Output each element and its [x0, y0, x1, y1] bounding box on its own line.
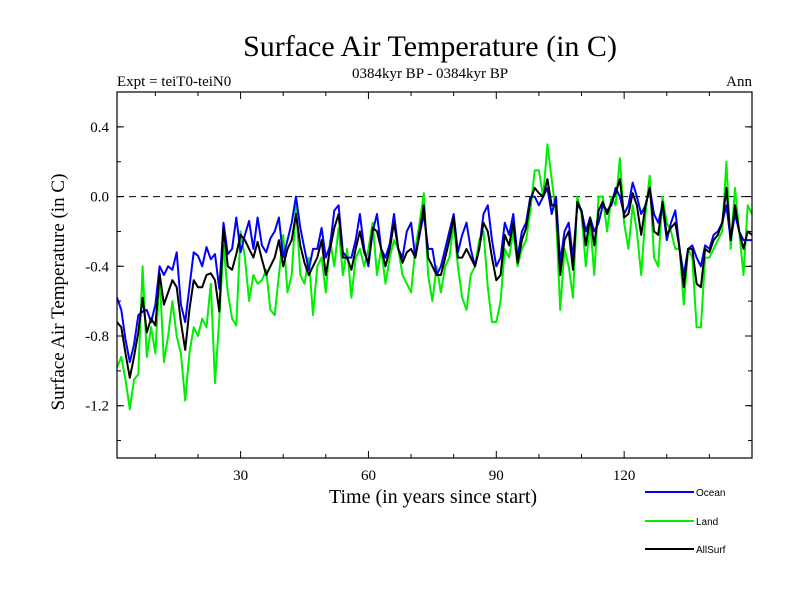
chart-subtitle: 0384kyr BP - 0384kyr BP: [352, 66, 508, 82]
legend-label-land: Land: [696, 517, 718, 528]
x-tick-label: 120: [613, 468, 636, 484]
x-axis-label: Time (in years since start): [329, 486, 537, 508]
experiment-label: Expt = teiT0-teiN0: [117, 74, 231, 90]
y-tick-label: 0.4: [90, 120, 109, 136]
legend-label-allsurf: AllSurf: [696, 545, 726, 556]
legend: Ocean Land AllSurf: [645, 488, 726, 556]
x-tick-label: 30: [233, 468, 248, 484]
chart-title: Surface Air Temperature (in C): [243, 30, 617, 63]
y-tick-label: 0.0: [90, 190, 109, 206]
x-tick-label: 60: [361, 468, 376, 484]
x-tick-label: 90: [489, 468, 504, 484]
plot-area: -1.2 -0.8 -0.4 0.0 0.4 30 60 90 120: [85, 91, 753, 484]
plot-frame: [116, 91, 753, 459]
y-tick-label: -0.4: [85, 259, 109, 275]
series-layer: [116, 143, 753, 411]
series-line-allsurf: [116, 178, 753, 379]
legend-label-ocean: Ocean: [696, 488, 725, 499]
y-tick-label: -0.8: [85, 329, 109, 345]
x-axis-ticks: 30 60 90 120: [154, 92, 710, 484]
season-label: Ann: [726, 74, 752, 90]
y-tick-label: -1.2: [85, 399, 109, 415]
y-axis-label: Surface Air Temperature (in C): [48, 174, 69, 411]
y-axis-ticks: -1.2 -0.8 -0.4 0.0 0.4: [85, 91, 752, 442]
